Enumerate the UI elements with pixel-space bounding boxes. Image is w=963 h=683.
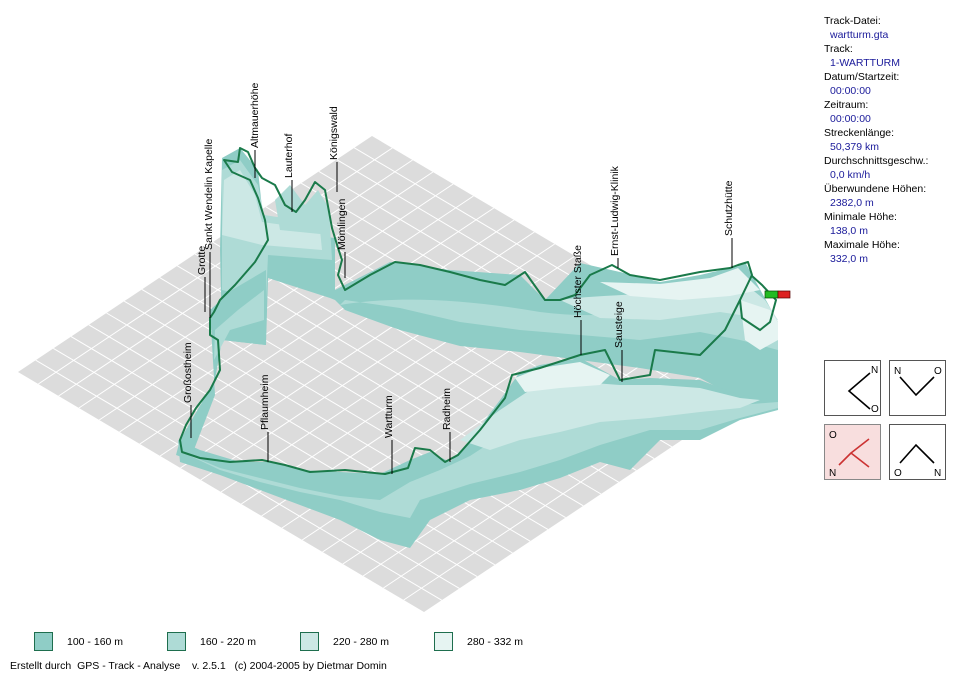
track-walls — [176, 148, 778, 548]
compass-letter: N — [829, 468, 836, 479]
compass-letter: O — [934, 366, 942, 377]
legend-label: 280 - 332 m — [467, 636, 524, 648]
end-flag — [777, 290, 791, 299]
waypoint-label: Pflaumheim — [259, 374, 271, 430]
start-end-flags — [764, 290, 791, 299]
info-label: Überwundene Höhen: — [824, 183, 927, 195]
legend-swatch — [167, 632, 186, 651]
waypoint-label: Höchster Staße — [572, 245, 584, 318]
compass-letter: O — [829, 430, 837, 441]
info-value: 0,0 km/h — [830, 169, 871, 181]
info-value: 50,379 km — [830, 141, 880, 153]
info-label: Track: — [824, 43, 853, 55]
info-value: wartturm.gta — [830, 29, 889, 41]
waypoint-label: Sankt Wendelin Kapelle — [203, 139, 215, 250]
info-label: Streckenlänge: — [824, 127, 895, 139]
waypoint-label: Sausteige — [613, 301, 625, 348]
footer-credits: Erstellt durch GPS - Track - Analyse v. … — [10, 660, 387, 672]
legend-label: 160 - 220 m — [200, 636, 257, 648]
info-label: Zeitraum: — [824, 99, 869, 111]
compass-letter: O — [894, 468, 902, 479]
info-value: 00:00:00 — [830, 113, 871, 125]
waypoint-label: Schutzhütte — [723, 180, 735, 236]
orientation-icon: NO — [847, 365, 879, 415]
legend-swatch — [434, 632, 453, 651]
waypoint-label: Wartturm — [383, 395, 395, 438]
waypoint-label: Ernst-Ludwig-Klinik — [609, 165, 621, 256]
info-label: Maximale Höhe: — [824, 239, 900, 251]
compass-letter: O — [871, 404, 879, 415]
info-value: 00:00:00 — [830, 85, 871, 97]
legend-swatch — [34, 632, 53, 651]
waypoint-label: Grotte — [196, 246, 208, 275]
info-label: Datum/Startzeit: — [824, 71, 900, 83]
waypoint-label: Mömlingen — [336, 198, 348, 250]
waypoint-label: Radheim — [441, 388, 453, 430]
legend-label: 220 - 280 m — [333, 636, 390, 648]
info-value: 138,0 m — [830, 225, 868, 237]
info-label: Durchschnittsgeschw.: — [824, 155, 929, 167]
legend-label: 100 - 160 m — [67, 636, 124, 648]
start-flag — [764, 290, 779, 299]
info-value: 332,0 m — [830, 253, 868, 265]
track-outline — [179, 147, 753, 475]
info-label: Track-Datei: — [824, 15, 881, 27]
waypoint-labels: Altmauerhöhe Lauterhof Königswald Mömlingen… — [182, 82, 735, 474]
compass-letter: N — [934, 468, 941, 479]
waypoint-label: Großostheim — [182, 342, 194, 403]
compass-letter: N — [871, 365, 878, 376]
info-value: 2382,0 m — [830, 197, 874, 209]
info-value: 1-WARTTURM — [830, 57, 900, 69]
info-label: Minimale Höhe: — [824, 211, 897, 223]
track-info-panel: Track-Datei: wartturm.gta Track: 1-WARTTURM… — [824, 14, 959, 266]
legend-swatch — [300, 632, 319, 651]
waypoint-label: Lauterhof — [283, 134, 295, 178]
compass-letter: N — [894, 366, 901, 377]
elevation-legend: 100 - 160 m 160 - 220 m 220 - 280 m 280 - 3… — [0, 632, 963, 654]
waypoint-label: Königswald — [328, 106, 340, 160]
waypoint-label: Altmauerhöhe — [249, 82, 261, 148]
orientation-icon: ON — [829, 430, 870, 479]
